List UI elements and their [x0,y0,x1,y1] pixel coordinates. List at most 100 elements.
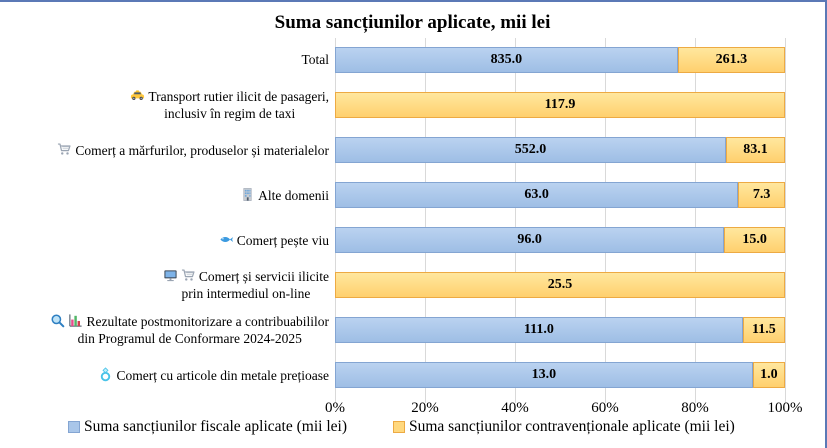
gridline-100 [785,38,786,403]
fiscal-bar-segment[interactable]: 111.0 [335,317,743,343]
bar-track: 117.9 [335,83,785,128]
contraventional-value-label: 7.3 [752,187,771,202]
gridline-60 [605,38,606,403]
contraventional-bar-segment[interactable]: 7.3 [738,182,785,208]
fiscal-bar-segment[interactable]: 13.0 [335,362,753,388]
legend: Suma sancțiunilor fiscale aplicate (mii … [0,418,825,442]
fiscal-bar-segment[interactable]: 96.0 [335,227,725,253]
stacked-bar: 552.0 83.1 [335,137,785,163]
category-label: Comerț a mărfurilor, produselor și mater… [57,142,329,160]
plot-area: Total 835.0 261.3 Transport rutier ilicit d… [0,38,786,403]
x-tick-0: 0% [325,400,345,416]
magnifier-icon [50,313,65,328]
category-label: Transport rutier ilicit de pasageri, inc… [130,88,329,123]
gridline-80 [695,38,696,403]
contraventional-bar-segment[interactable]: 117.9 [335,92,785,118]
laptop-icon [163,268,178,283]
x-axis: 0% 20% 40% 60% 80% 100% [325,400,803,420]
fiscal-legend-swatch-icon [68,421,80,433]
fiscal-value-label: 835.0 [490,52,523,67]
stacked-bar: 96.0 15.0 [335,227,785,253]
fish-icon [219,232,234,247]
contraventional-bar-segment[interactable]: 83.1 [726,137,785,163]
stacked-bar: 835.0 261.3 [335,47,785,73]
contraventional-legend-swatch-icon [393,421,405,433]
fiscal-value-label: 13.0 [531,367,557,382]
contraventional-value-label: 1.0 [760,367,778,382]
category-label: Rezultate postmonitorizare a contribuabi… [50,313,329,348]
category-label-cell: Comerț cu articole din metale prețioase [0,353,335,398]
category-label-cell: Transport rutier ilicit de pasageri, inc… [0,83,335,128]
gridlines [335,38,786,403]
category-label: Comerț cu articole din metale prețioase [98,366,329,385]
cart-icon [181,268,196,283]
stacked-bar: 63.0 7.3 [335,182,785,208]
x-tick-40: 40% [501,400,529,416]
bar-track: 25.5 [335,263,785,308]
category-row: Comerț a mărfurilor, produselor și mater… [0,128,785,173]
x-tick-20: 20% [411,400,439,416]
x-tick-100: 100% [767,400,803,416]
category-label: Comerț și servicii ilicite prin intermed… [163,268,329,303]
category-row: Total 835.0 261.3 [0,38,785,83]
category-row: Comerț cu articole din metale prețioase 1… [0,353,785,398]
cart-icon [57,142,72,157]
fiscal-value-label: 111.0 [523,322,554,337]
contraventional-value-label: 11.5 [752,322,776,337]
contraventional-value-label: 83.1 [743,142,768,157]
bar-track: 96.0 15.0 [335,218,785,263]
contraventional-value-label: 117.9 [544,97,576,112]
fiscal-bar-segment[interactable]: 835.0 [335,47,678,73]
gridline-40 [515,38,516,403]
bar-chart-icon [68,313,83,328]
fiscal-value-label: 552.0 [514,142,547,157]
x-tick-60: 60% [591,400,619,416]
category-label-cell: Comerț pește viu [0,218,335,263]
gridline-0 [335,38,336,403]
stacked-bar: 13.0 1.0 [335,362,785,388]
fiscal-bar-segment[interactable]: 552.0 [335,137,727,163]
category-label-cell: Rezultate postmonitorizare a contribuabi… [0,308,335,353]
x-tick-80: 80% [681,400,709,416]
bar-track: 552.0 83.1 [335,128,785,173]
contraventional-bar-segment[interactable]: 15.0 [724,227,785,253]
stacked-bar: 117.9 [335,92,785,118]
fiscal-value-label: 63.0 [524,187,549,202]
contraventional-bar-segment[interactable]: 261.3 [677,47,785,73]
bar-track: 13.0 1.0 [335,353,785,398]
category-label: Total [301,52,329,68]
contraventional-bar-segment[interactable]: 1.0 [752,362,785,388]
contraventional-value-label: 15.0 [742,232,767,247]
category-label-cell: Alte domenii [0,173,335,218]
fiscal-bar-segment[interactable]: 63.0 [335,182,739,208]
legend-label-contraventional: Suma sancțiunilor contravenționale aplic… [409,418,735,435]
contraventional-bar-segment[interactable]: 11.5 [742,317,785,343]
category-label-cell: Total [0,38,335,83]
bar-track: 111.0 11.5 [335,308,785,353]
fiscal-value-label: 96.0 [517,232,542,247]
contraventional-bar-segment[interactable]: 25.5 [335,272,785,298]
category-row: Alte domenii 63.0 7.3 [0,173,785,218]
ring-icon [98,366,113,382]
building-icon [240,187,255,202]
bar-track: 63.0 7.3 [335,173,785,218]
category-row: Comerț și servicii ilicite prin intermed… [0,263,785,308]
gridline-20 [425,38,426,403]
chart-title: Suma sancțiunilor aplicate, mii lei [274,12,551,33]
contraventional-value-label: 25.5 [547,277,573,292]
category-label-cell: Comerț a mărfurilor, produselor și mater… [0,128,335,173]
taxi-icon [130,88,145,103]
category-label-cell: Comerț și servicii ilicite prin intermed… [0,263,335,308]
contraventional-value-label: 261.3 [715,52,748,67]
legend-item-fiscal[interactable]: Suma sancțiunilor fiscale aplicate (mii … [68,418,347,436]
category-label: Alte domenii [240,187,329,205]
stacked-bar: 111.0 11.5 [335,317,785,343]
category-row: Transport rutier ilicit de pasageri, inc… [0,83,785,128]
legend-item-contraventional[interactable]: Suma sancțiunilor contravenționale aplic… [393,418,735,436]
stacked-bar: 25.5 [335,272,785,298]
category-label: Comerț pește viu [219,232,329,250]
legend-label-fiscal: Suma sancțiunilor fiscale aplicate (mii … [84,418,347,435]
bar-track: 835.0 261.3 [335,38,785,83]
category-row: Rezultate postmonitorizare a contribuabi… [0,308,785,353]
